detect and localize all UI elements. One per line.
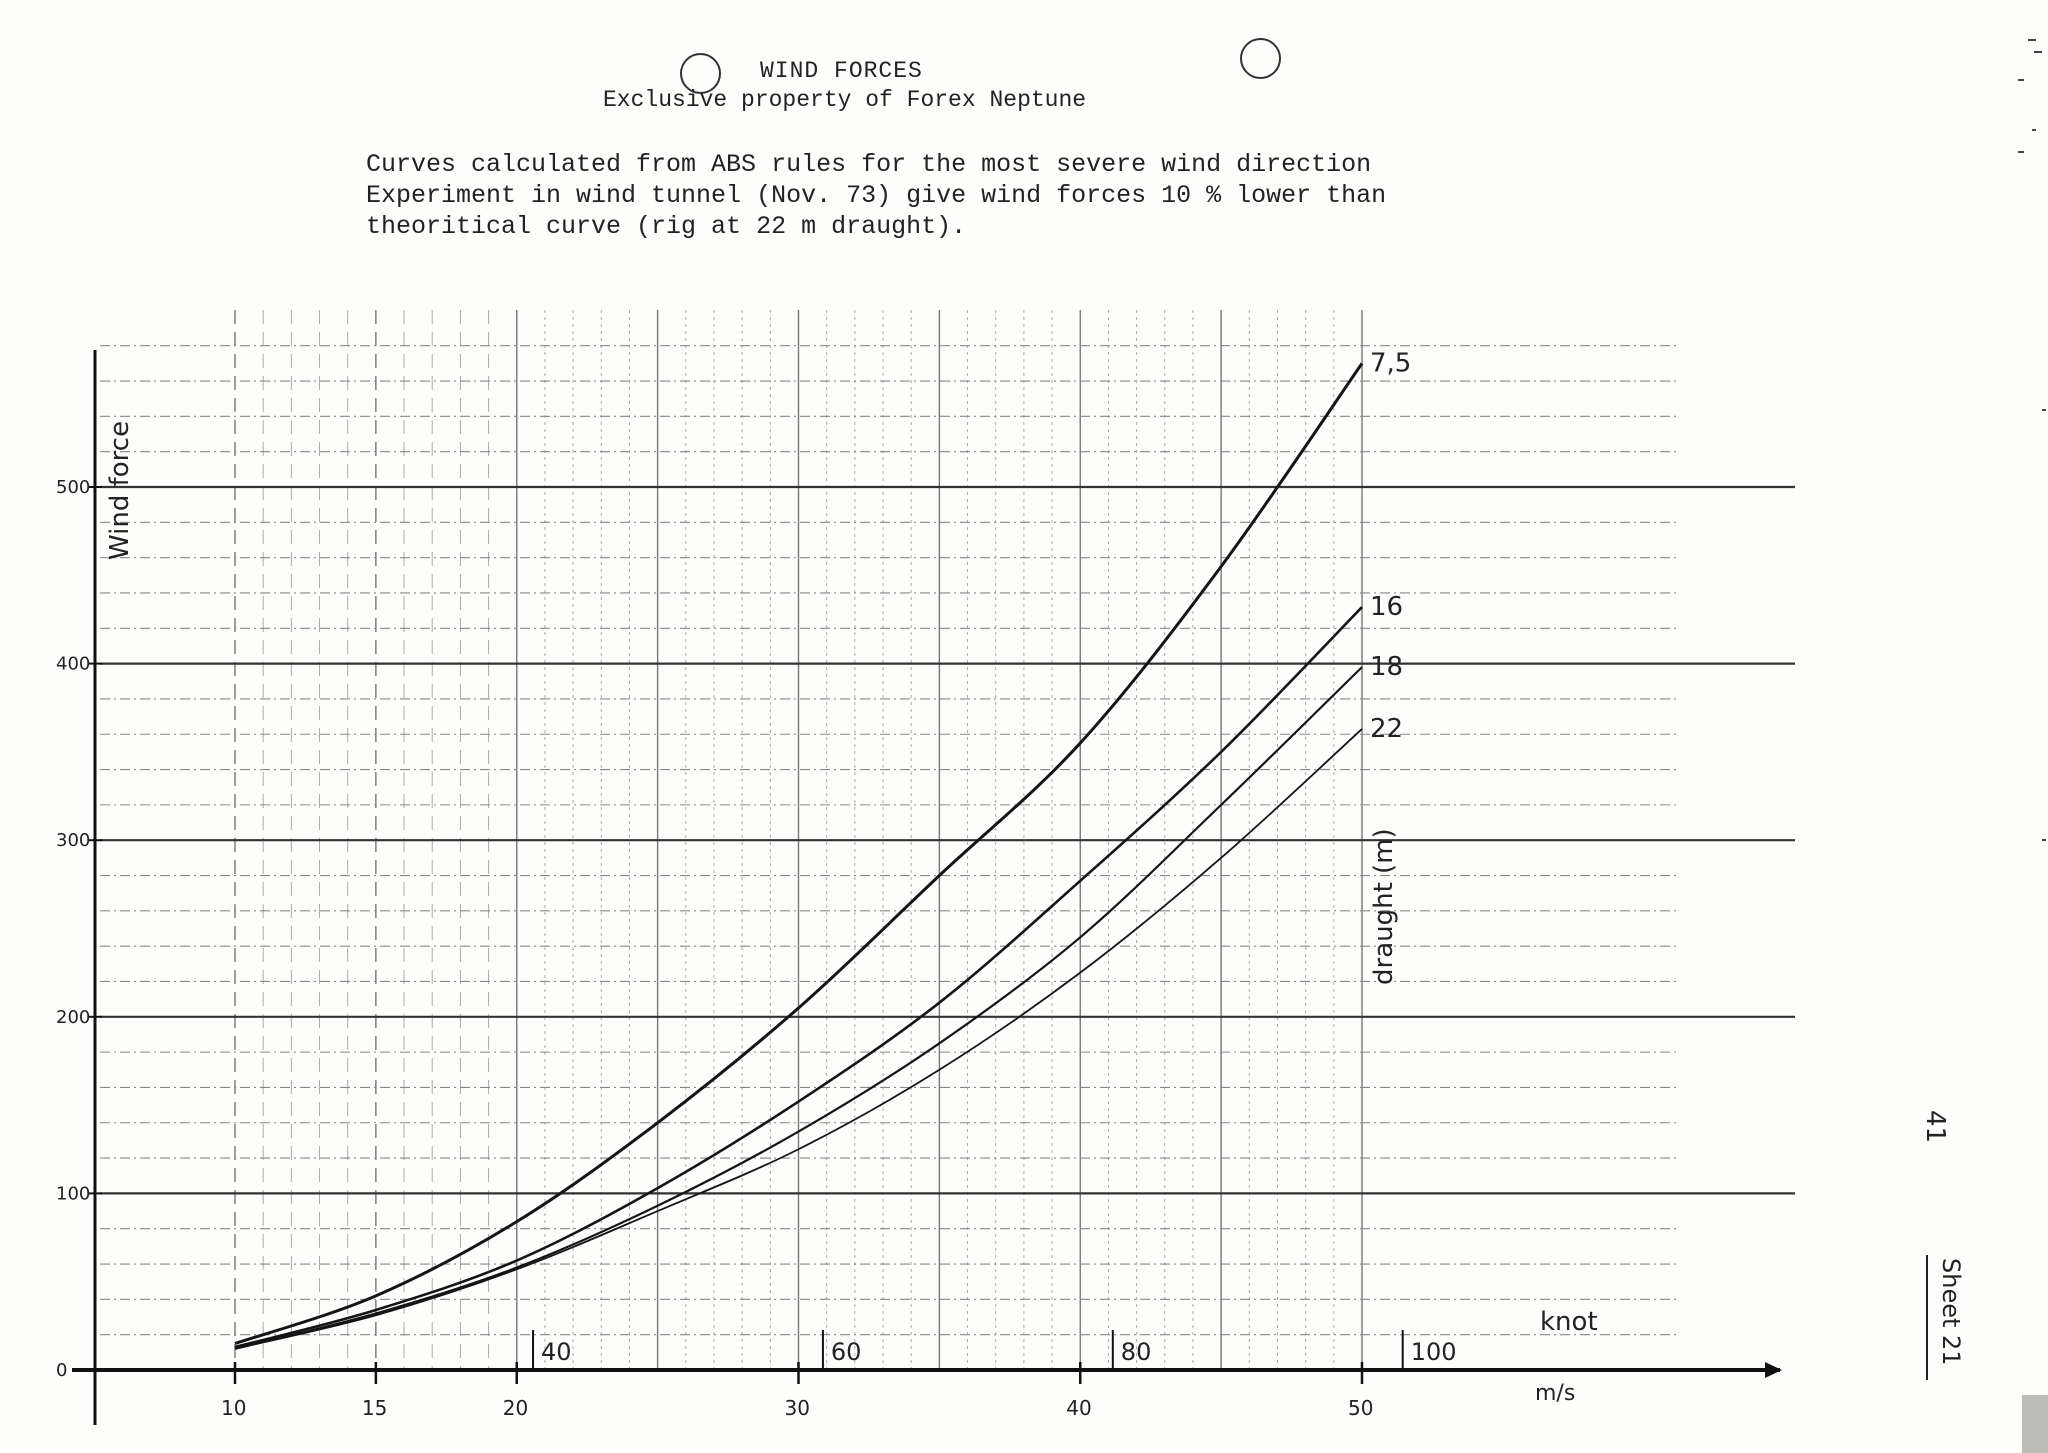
x-tick-label: 20 bbox=[503, 1396, 528, 1420]
chart-grid bbox=[100, 310, 1795, 1370]
series-line bbox=[234, 362, 1364, 1345]
knot-tick-label: 60 bbox=[831, 1338, 862, 1366]
chart-curves bbox=[234, 362, 1364, 1350]
page-number: 41 bbox=[1920, 1110, 1950, 1143]
y-tick-label: 200 bbox=[56, 1007, 90, 1028]
y-tick-label: 300 bbox=[56, 830, 90, 851]
series-label: 7,5 bbox=[1370, 348, 1411, 378]
knot-tick-label: 40 bbox=[541, 1338, 572, 1366]
y-tick-label: 400 bbox=[56, 654, 90, 675]
subtitle: Exclusive property of Forex Neptune bbox=[603, 87, 1087, 113]
description-line: Experiment in wind tunnel (Nov. 73) give… bbox=[366, 181, 1387, 210]
y-axis-label: Wind force bbox=[105, 421, 135, 560]
series-line bbox=[234, 666, 1363, 1350]
chart-labels: 10 15 20 30 40 50 40 60 80 100 0 100 200 300 400 500 7,5… bbox=[56, 348, 1457, 1420]
draught-axis-label: draught (m) bbox=[1369, 828, 1399, 985]
description-line: theoritical curve (rig at 22 m draught). bbox=[366, 212, 967, 241]
knot-tick-label: 80 bbox=[1121, 1338, 1152, 1366]
series-label: 22 bbox=[1370, 714, 1403, 744]
x-tick-label: 30 bbox=[785, 1396, 810, 1420]
x-tick-label: 15 bbox=[362, 1396, 387, 1420]
x-tick-label: 40 bbox=[1066, 1396, 1091, 1420]
series-line bbox=[234, 728, 1363, 1350]
y-tick-label: 100 bbox=[56, 1183, 90, 1204]
x-axis-label: m/s bbox=[1535, 1381, 1575, 1406]
sheet-label: Sheet 21 bbox=[1937, 1258, 1965, 1366]
y-tick-label: 500 bbox=[56, 477, 90, 498]
knot-axis-label: knot bbox=[1540, 1307, 1598, 1337]
knot-tick-label: 100 bbox=[1411, 1338, 1457, 1366]
series-line bbox=[234, 606, 1363, 1349]
chart-axes bbox=[72, 350, 1782, 1425]
description-line: Curves calculated from ABS rules for the… bbox=[366, 150, 1372, 179]
series-label: 18 bbox=[1370, 652, 1403, 682]
punch-hole bbox=[1240, 38, 1281, 79]
x-axis-arrow bbox=[1765, 1362, 1782, 1378]
series-label: 16 bbox=[1370, 592, 1403, 622]
scan-edge-marks bbox=[2018, 39, 2048, 1453]
punch-hole bbox=[680, 53, 721, 94]
x-tick-label: 10 bbox=[221, 1396, 246, 1420]
x-tick-label: 50 bbox=[1348, 1396, 1373, 1420]
y-tick-label: 0 bbox=[56, 1360, 67, 1381]
chart-title: WIND FORCES bbox=[760, 58, 923, 84]
